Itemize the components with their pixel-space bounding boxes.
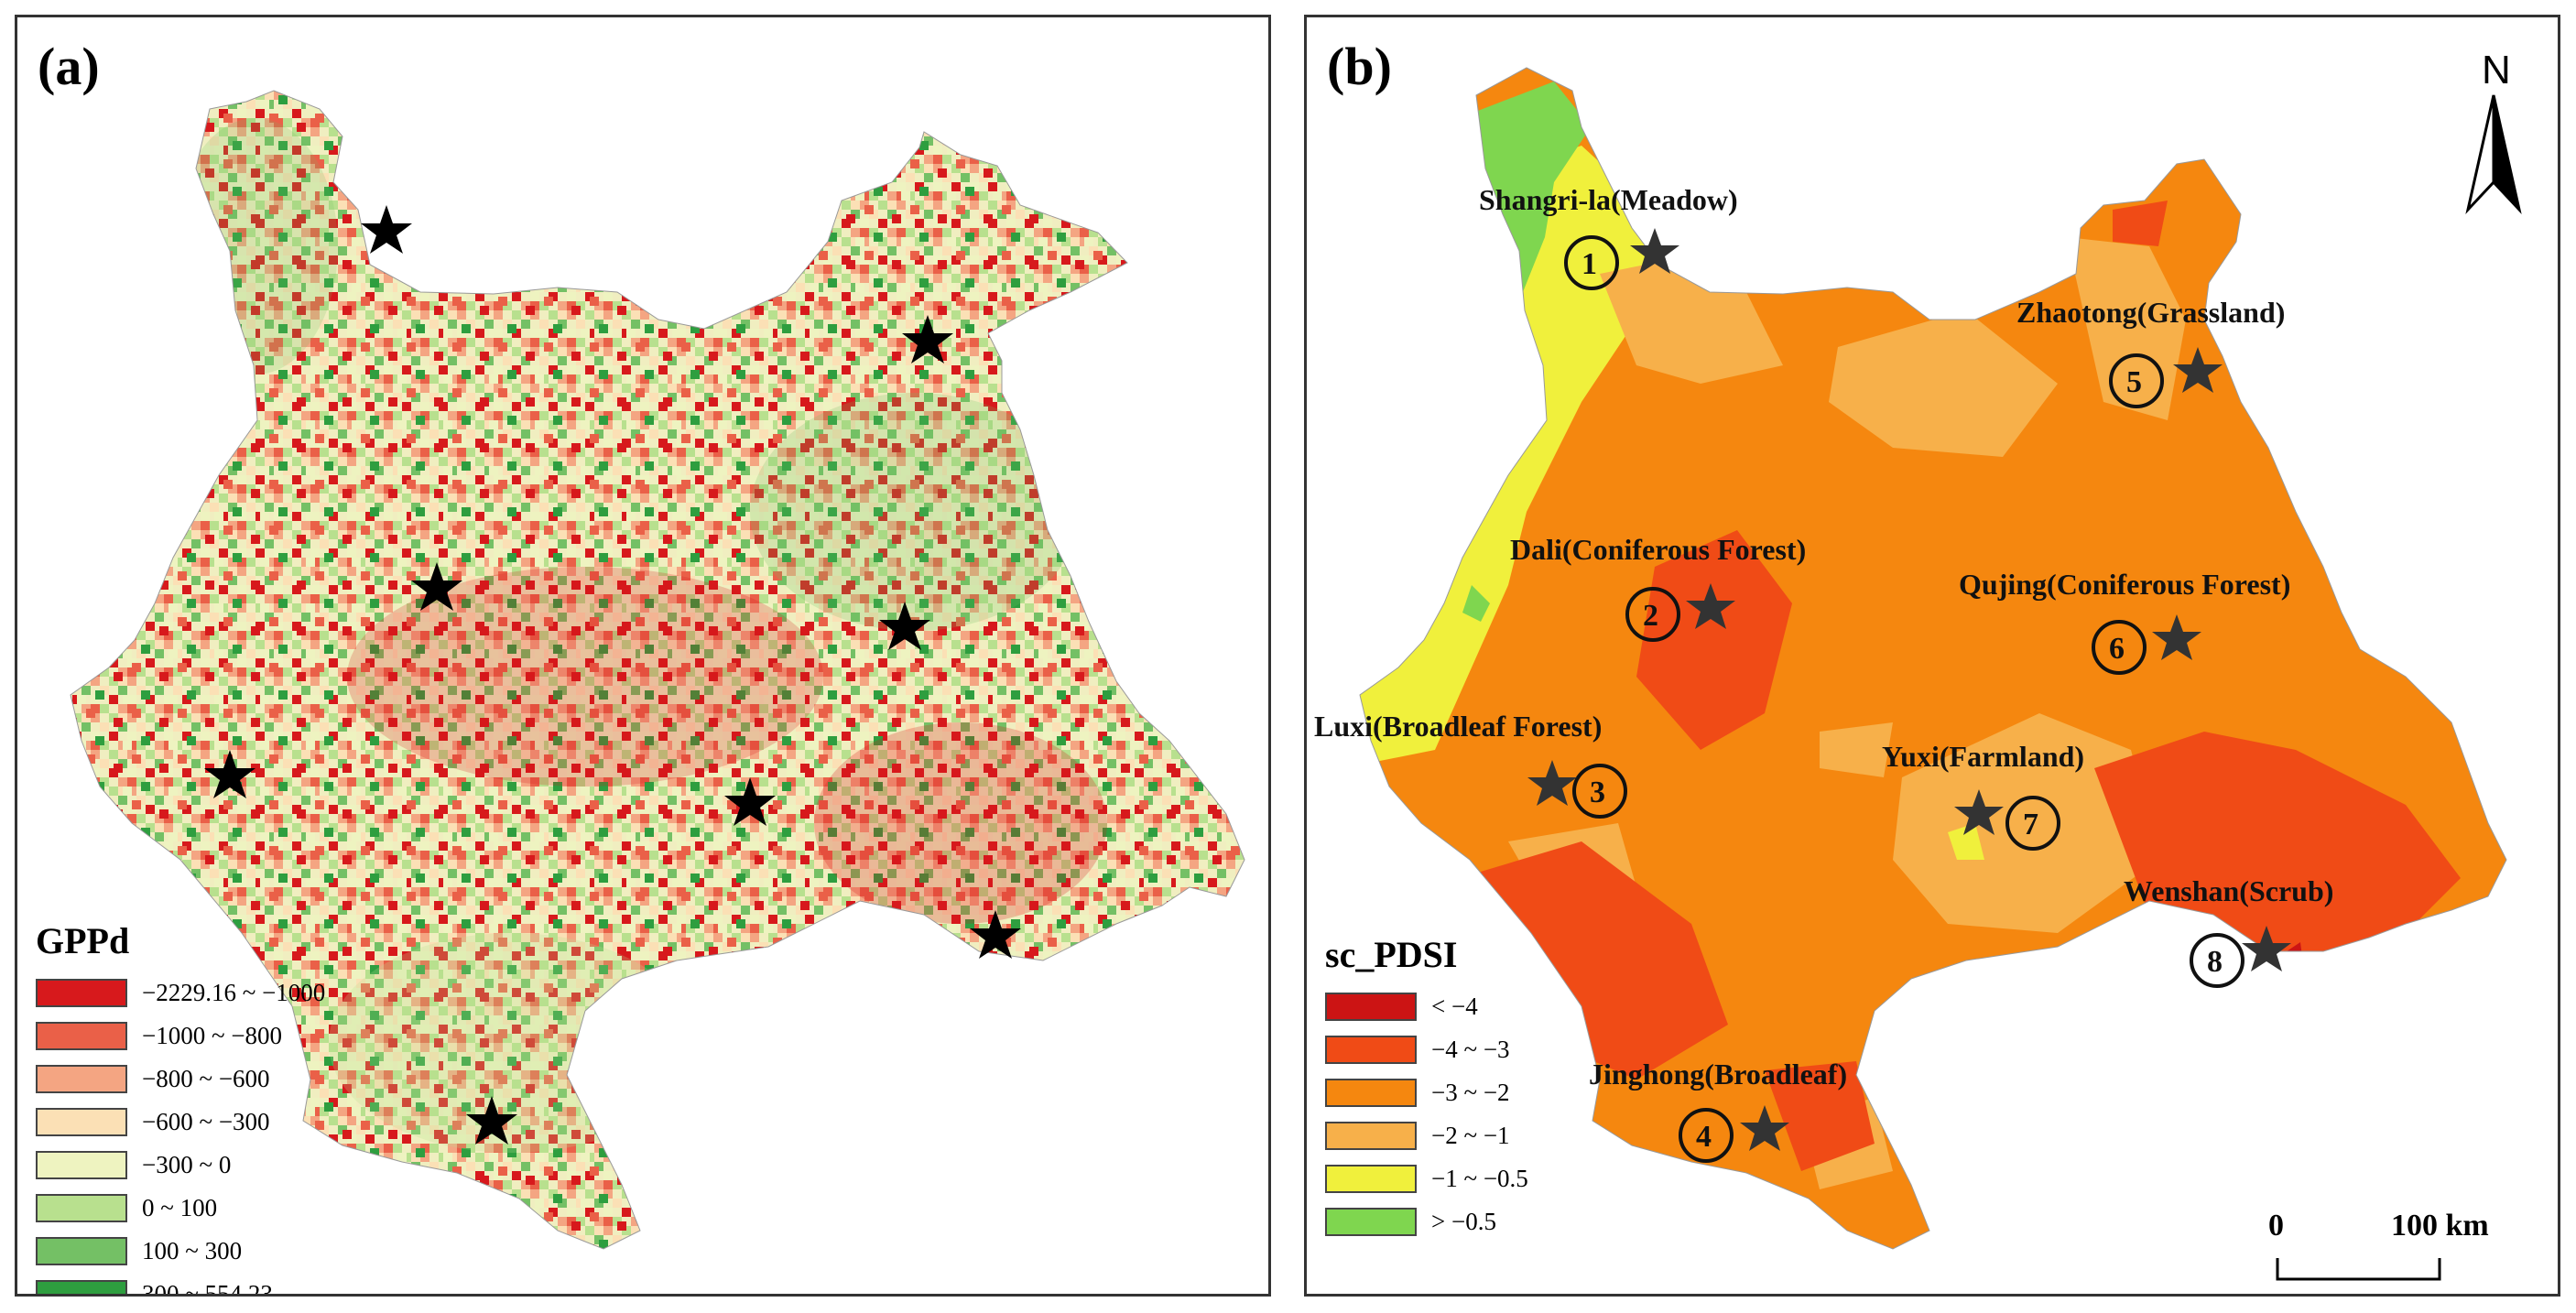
legend-swatch [36, 1151, 127, 1179]
star-marker [1630, 228, 1679, 274]
star-marker [1954, 789, 2004, 835]
legend-swatch [1325, 993, 1417, 1021]
scale-zero: 0 [2268, 1209, 2284, 1242]
site-name: Dali(Coniferous Forest) [1510, 533, 1806, 566]
legend-swatch [36, 1280, 127, 1294]
legend-item: 300 ~ 554.23 [36, 1273, 325, 1297]
legend-label: < −4 [1431, 993, 1478, 1020]
legend-swatch [36, 1194, 127, 1222]
legend-item: −4 ~ −3 [1325, 1028, 1528, 1071]
gppd-legend: GPPd −2229.16 ~ −1000 −1000 ~ −800 −800 ~ … [36, 919, 325, 1297]
legend-item: −2229.16 ~ −1000 [36, 971, 325, 1015]
pdsi-map-canvas: N 0 100 km Shangri-la(Meadow) 1 Dali(Con… [1314, 48, 2522, 1281]
legend-label: −3 ~ −2 [1431, 1079, 1510, 1106]
legend-swatch [36, 1237, 127, 1265]
star-marker [1740, 1105, 1789, 1151]
legend-item: −2 ~ −1 [1325, 1114, 1528, 1157]
site-number: 7 [2023, 808, 2038, 841]
legend-item: −3 ~ −2 [1325, 1071, 1528, 1114]
site-name: Wenshan(Scrub) [2124, 874, 2333, 907]
pdsi-legend: sc_PDSI < −4 −4 ~ −3 −3 ~ −2 −2 ~ −1 −1 ~ −0… [1325, 933, 1528, 1243]
site-number: 5 [2126, 365, 2142, 399]
site-number: 1 [1581, 247, 1597, 281]
panel-label-b: (b) [1327, 37, 1392, 96]
legend-item: > −0.5 [1325, 1200, 1528, 1243]
star-marker [466, 1096, 517, 1145]
north-label: N [2482, 48, 2511, 92]
legend-label: −4 ~ −3 [1431, 1036, 1510, 1063]
legend-item: 100 ~ 300 [36, 1230, 325, 1273]
site-stars-a [204, 205, 1021, 1145]
legend-label: −2 ~ −1 [1431, 1122, 1510, 1149]
legend-item: −1000 ~ −800 [36, 1015, 325, 1058]
star-marker [902, 315, 953, 364]
star-marker [2152, 614, 2201, 660]
gppd-map-canvas [70, 90, 1245, 1250]
legend-label: 0 ~ 100 [142, 1194, 218, 1221]
legend-swatch [36, 1108, 127, 1136]
legend-label: 300 ~ 554.23 [142, 1280, 273, 1297]
site-number: 3 [1590, 776, 1605, 809]
site-name: Shangri-la(Meadow) [1479, 183, 1738, 216]
legend-label: −600 ~ −300 [142, 1108, 270, 1135]
site-name: Zhaotong(Grassland) [2016, 296, 2285, 329]
scale-distance: 100 km [2391, 1209, 2489, 1242]
legend-label: > −0.5 [1431, 1208, 1496, 1235]
legend-swatch [36, 979, 127, 1007]
star-marker [361, 205, 412, 254]
legend-label: −800 ~ −600 [142, 1065, 270, 1092]
legend-label: −1 ~ −0.5 [1431, 1165, 1528, 1192]
legend-label: −1000 ~ −800 [142, 1022, 283, 1049]
scale-bar [2276, 1258, 2441, 1281]
legend-item: 0 ~ 100 [36, 1187, 325, 1230]
site-number: 8 [2207, 945, 2223, 979]
legend-swatch [1325, 1079, 1417, 1107]
legend-swatch [1325, 1122, 1417, 1150]
legend-item: −1 ~ −0.5 [1325, 1157, 1528, 1200]
legend-swatch [1325, 1208, 1417, 1236]
star-marker [1527, 760, 1577, 806]
star-marker [879, 602, 930, 650]
legend-item: < −4 [1325, 985, 1528, 1028]
legend-title: sc_PDSI [1325, 934, 1458, 975]
site-name: Jinghong(Broadleaf) [1589, 1058, 1847, 1091]
star-marker [724, 777, 776, 826]
legend-swatch [1325, 1036, 1417, 1064]
panel-label-a: (a) [38, 37, 100, 96]
site-number: 4 [1696, 1120, 1712, 1154]
legend-title: GPPd [36, 920, 130, 961]
legend-item: −800 ~ −600 [36, 1058, 325, 1101]
site-name: Luxi(Broadleaf Forest) [1314, 710, 1602, 743]
legend-swatch [36, 1022, 127, 1050]
site-name: Yuxi(Farmland) [1882, 740, 2084, 773]
star-marker [2173, 347, 2223, 393]
site-number: 2 [1643, 599, 1658, 633]
star-marker [2242, 926, 2291, 971]
legend-label: 100 ~ 300 [142, 1237, 243, 1264]
site-name: Qujing(Coniferous Forest) [1959, 568, 2290, 601]
legend-label: −300 ~ 0 [142, 1151, 232, 1178]
star-marker [1686, 583, 1735, 629]
legend-item: −600 ~ −300 [36, 1101, 325, 1144]
legend-label: −2229.16 ~ −1000 [142, 979, 326, 1006]
star-marker [204, 750, 255, 798]
panel-a-gppd-map: (a) GPPd −2229.16 ~ −1000 −1000 ~ −800 −80… [15, 15, 1271, 1297]
north-arrow-icon [2465, 94, 2522, 215]
panel-b-pdsi-map: N 0 100 km Shangri-la(Meadow) 1 Dali(Con… [1304, 15, 2560, 1297]
legend-swatch [36, 1065, 127, 1093]
legend-swatch [1325, 1165, 1417, 1193]
star-marker [411, 562, 462, 611]
star-marker [970, 910, 1021, 959]
site-markers-b: Shangri-la(Meadow) 1 Dali(Coniferous For… [1314, 183, 2333, 1163]
legend-item: −300 ~ 0 [36, 1144, 325, 1187]
site-number: 6 [2109, 632, 2125, 666]
